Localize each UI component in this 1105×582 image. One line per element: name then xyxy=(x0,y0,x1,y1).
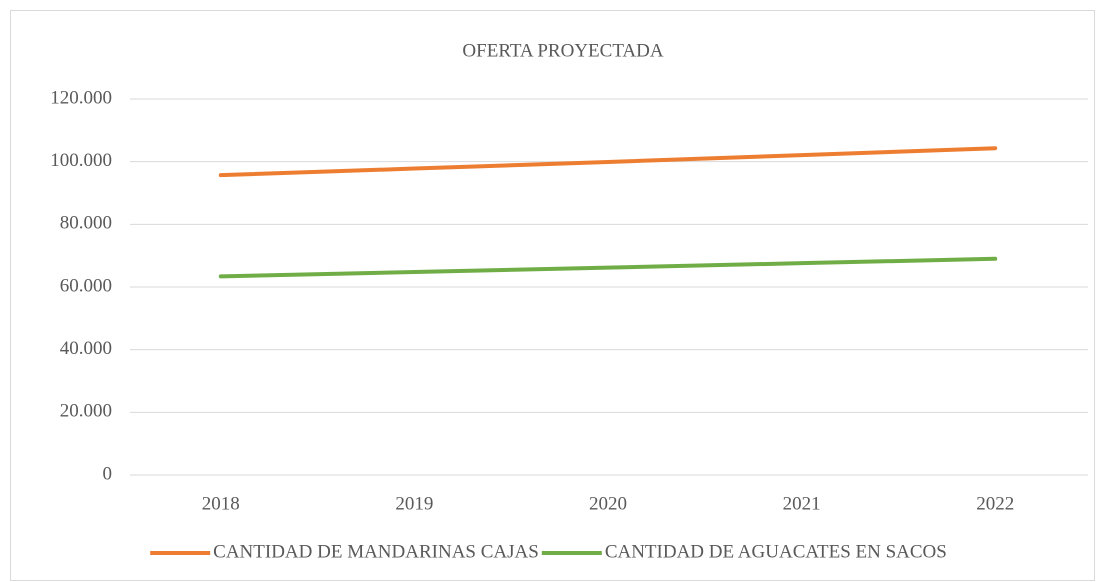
x-tick-label: 2019 xyxy=(395,493,433,514)
chart-border xyxy=(10,10,1095,581)
x-tick-label: 2020 xyxy=(589,493,627,514)
chart-title: OFERTA PROYECTADA xyxy=(462,40,663,61)
y-tick-label: 20.000 xyxy=(60,401,112,422)
y-tick-label: 100.000 xyxy=(50,150,112,171)
x-tick-label: 2021 xyxy=(783,493,821,514)
y-tick-label: 120.000 xyxy=(50,87,112,108)
y-tick-label: 60.000 xyxy=(60,275,112,296)
x-tick-label: 2022 xyxy=(976,493,1014,514)
y-tick-label: 80.000 xyxy=(60,213,112,234)
y-tick-label: 40.000 xyxy=(60,338,112,359)
series-line xyxy=(218,146,998,178)
series-line xyxy=(218,256,998,279)
legend-label: CANTIDAD DE AGUACATES EN SACOS xyxy=(605,541,947,562)
legend-label: CANTIDAD DE MANDARINAS CAJAS xyxy=(213,541,539,562)
y-tick-label: 0 xyxy=(103,463,113,484)
x-tick-label: 2018 xyxy=(202,493,240,514)
